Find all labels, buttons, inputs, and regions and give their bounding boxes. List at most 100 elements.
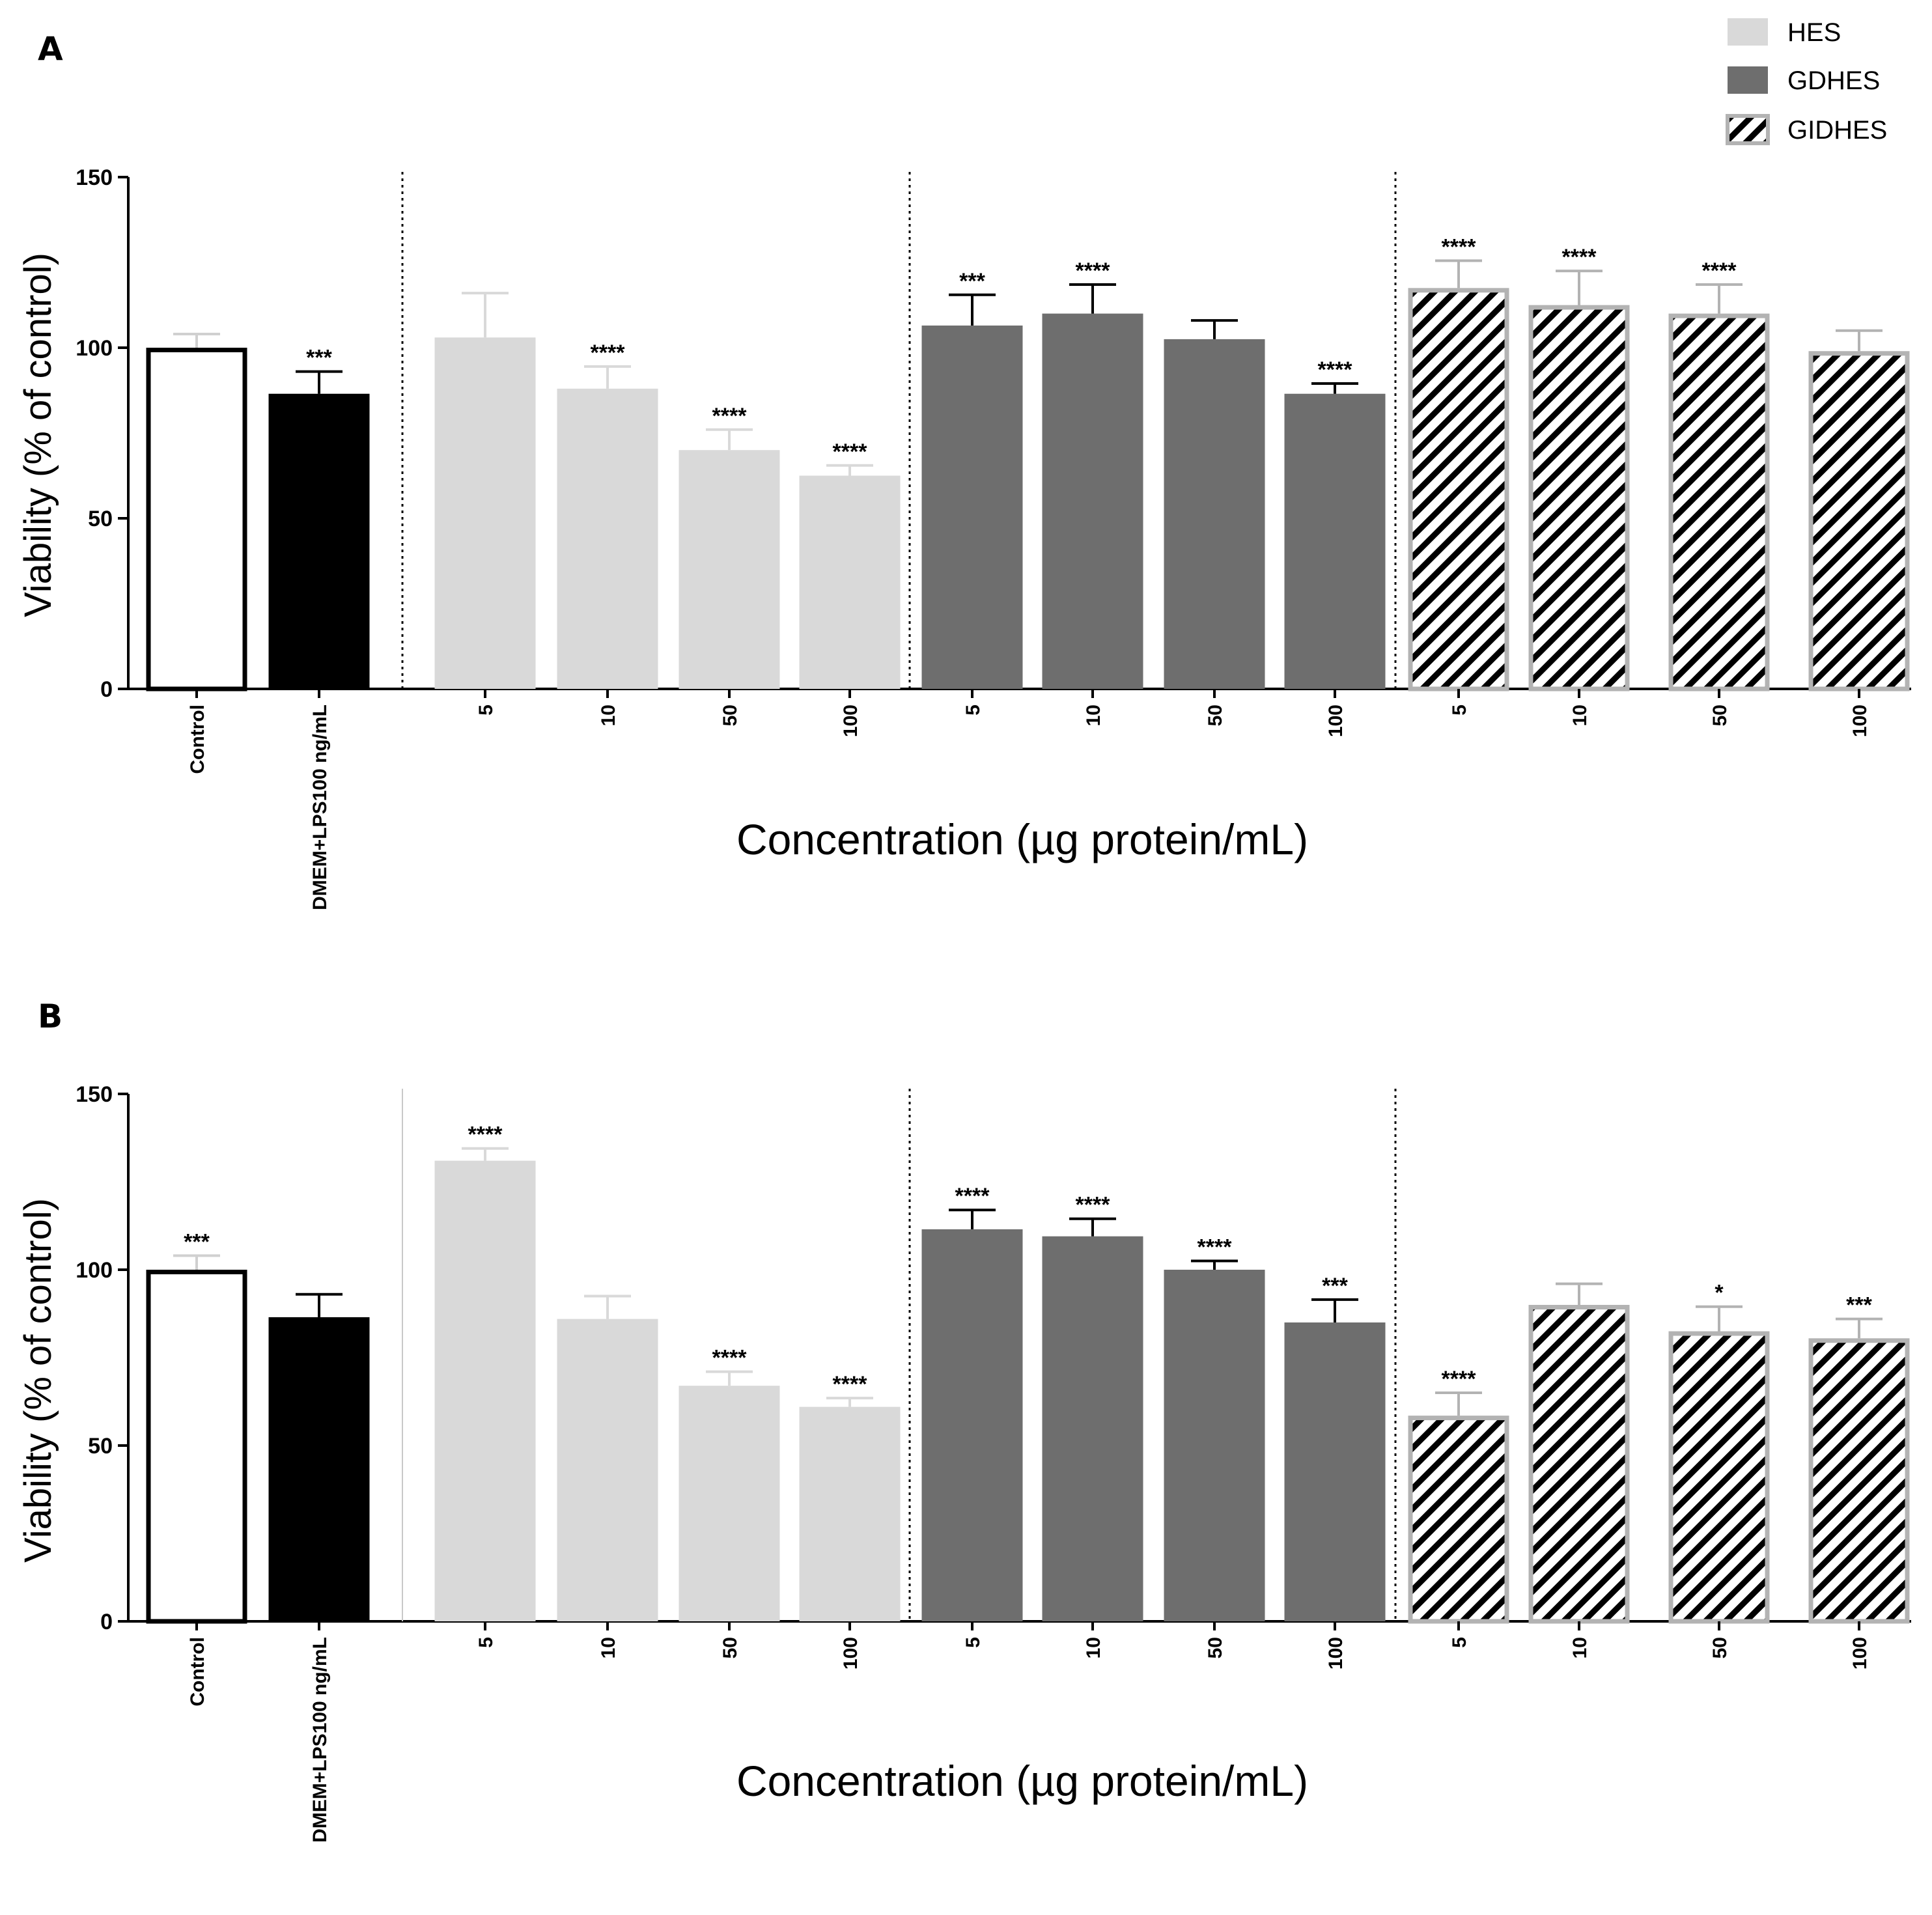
panel-a-x-tick-label: 100	[840, 705, 861, 737]
panel-b-significance-label: ****	[833, 1372, 868, 1397]
panel-a-bar-gidhes-5	[1408, 288, 1509, 692]
panel-b-ticks: Control DMEM+LPS100 ng/mL 5 10 50 100 5 10 50 100…	[187, 1621, 1871, 1843]
panel-b-x-tick-label: 100	[1849, 1637, 1871, 1670]
panel-a-significance-label: ****	[1562, 245, 1597, 270]
panel-b-x-tick-label: DMEM+LPS100 ng/mL	[309, 1637, 331, 1843]
panel-b-y-tick-label: 50	[88, 1434, 113, 1459]
panel-b-bar-gdhes-5	[921, 1229, 1023, 1621]
panel-a-y-tick-label: 150	[76, 165, 113, 190]
panel-b-bar-gidhes-5	[1408, 1416, 1509, 1624]
panel-b-x-tick-label: 100	[1325, 1637, 1347, 1670]
panel-b-bar-gdhes-10	[1042, 1236, 1143, 1621]
panel-b-significance-label: ****	[1442, 1367, 1477, 1391]
panel-a-bar-hes-100	[799, 475, 901, 689]
panel-b-significance-label: *	[1715, 1281, 1724, 1306]
panel-a-bars: *** *************** ************ ********	[146, 234, 1910, 692]
legend-swatch-gdhes	[1728, 66, 1768, 94]
panel-a-significance-label: ****	[1442, 234, 1477, 259]
panel-a-bar-gdhes-50	[1164, 339, 1265, 689]
panel-b-x-tick-label: 50	[1709, 1637, 1731, 1658]
panel-b-bars: ******************* **************** ***	[146, 1123, 1910, 1624]
panel-b-separators	[402, 1089, 1397, 1621]
panel-a-significance-label: ***	[306, 346, 332, 370]
panel-a-significance-label: ****	[591, 341, 626, 365]
panel-b-significance-label: ***	[1322, 1274, 1348, 1298]
panel-b-bar-gdhes-100	[1284, 1322, 1386, 1621]
panel-b-x-tick-label: 10	[1569, 1637, 1591, 1658]
panel-b: B Viability (% of control) Concentration…	[17, 998, 1911, 1843]
panel-b-y-tick-label: 100	[76, 1258, 113, 1283]
panel-a-y-tick-label: 100	[76, 336, 113, 361]
legend-label-gidhes: GIDHES	[1787, 116, 1887, 145]
panel-b-significance-label: ****	[955, 1184, 990, 1209]
panel-a-bar-hes-50	[679, 450, 780, 689]
panel-b-significance-label: ****	[468, 1123, 503, 1147]
panel-a-bar-control-control	[146, 348, 247, 692]
panel-b-significance-label: ****	[1076, 1193, 1111, 1218]
panel-a-bar-gidhes-100	[1808, 351, 1910, 692]
panel-a-x-tick-label: 100	[1325, 705, 1347, 737]
panel-a-x-tick-label: 10	[598, 705, 619, 726]
panel-a-significance-label: ****	[1702, 259, 1737, 283]
panel-b-x-tick-label: Control	[187, 1637, 208, 1707]
panel-b-x-tick-label: 10	[598, 1637, 619, 1658]
panel-a-x-tick-label: 100	[1849, 705, 1871, 737]
panel-a-x-tick-label: 50	[1205, 705, 1226, 726]
panel-b-y-axis-title: Viability (% of control)	[17, 1198, 59, 1563]
panel-a-label: A	[38, 30, 63, 68]
legend-label-hes: HES	[1787, 18, 1841, 47]
panel-b-x-tick-label: 100	[840, 1637, 861, 1670]
legend-label-gdhes: GDHES	[1787, 66, 1880, 95]
panel-b-x-tick-label: 10	[1083, 1637, 1104, 1658]
panel-a-significance-label: ****	[1318, 357, 1353, 382]
legend-swatch-gidhes	[1726, 114, 1770, 145]
panel-a-bar-gdhes-100	[1284, 393, 1386, 689]
panel-a-y-tick-label: 50	[88, 507, 113, 531]
panel-b-label: B	[38, 998, 63, 1035]
panel-b-bar-gidhes-100	[1808, 1338, 1910, 1624]
panel-a: A Viability (% of control) Concentration…	[17, 30, 1911, 910]
panel-b-bar-gidhes-50	[1668, 1331, 1770, 1624]
legend-swatch-hes	[1728, 18, 1768, 46]
panel-a-x-tick-label: 5	[962, 705, 984, 716]
panel-a-bar-gidhes-50	[1668, 313, 1770, 692]
panel-a-x-tick-label: 50	[720, 705, 741, 726]
panel-b-significance-label: ***	[184, 1229, 210, 1254]
panel-b-bar-gidhes-10	[1528, 1305, 1630, 1624]
panel-a-x-tick-label: 5	[1449, 705, 1470, 716]
panel-a-separators	[401, 172, 1397, 689]
panel-a-x-tick-label: 50	[1709, 705, 1731, 726]
panel-a-ticks: Control DMEM+LPS100 ng/mL 5 10 50 100 5 10 50 100…	[187, 689, 1871, 910]
panel-b-bar-control-control	[146, 1270, 247, 1624]
panel-b-x-tick-label: 50	[720, 1637, 741, 1658]
panel-a-bar-hes-10	[557, 388, 658, 689]
panel-a-significance-label: ****	[712, 404, 748, 428]
panel-a-y-axis-title: Viability (% of control)	[17, 253, 59, 617]
panel-a-bar-lps-dmem-lps100-ng-ml	[268, 393, 370, 689]
panel-a-significance-label: ***	[959, 269, 985, 294]
panel-b-bar-hes-5	[434, 1160, 536, 1621]
panel-b-bar-lps-dmem-lps100-ng-ml	[268, 1317, 370, 1621]
panel-a-x-tick-label: Control	[187, 705, 208, 774]
panel-b-significance-label: ****	[1197, 1235, 1233, 1260]
panel-a-bar-hes-5	[434, 337, 536, 689]
panel-a-bar-gdhes-10	[1042, 313, 1143, 690]
panel-b-x-axis-title: Concentration (µg protein/mL)	[736, 1757, 1308, 1805]
panel-a-x-tick-label: 10	[1569, 705, 1591, 726]
panel-a-x-axis-title: Concentration (µg protein/mL)	[736, 815, 1308, 863]
panel-b-x-tick-label: 50	[1205, 1637, 1226, 1658]
panel-a-significance-label: ****	[833, 440, 868, 464]
panel-b-significance-label: ****	[712, 1346, 748, 1371]
panel-a-bar-gdhes-5	[921, 325, 1023, 689]
panel-b-bar-gdhes-50	[1164, 1270, 1265, 1621]
panel-a-x-tick-label: 10	[1083, 705, 1104, 726]
panel-a-y-tick-label: 0	[100, 677, 113, 702]
panel-a-bar-gidhes-10	[1528, 305, 1630, 692]
panel-b-x-tick-label: 5	[1449, 1637, 1470, 1648]
panel-b-y-tick-label: 0	[100, 1610, 113, 1634]
panel-b-x-tick-label: 5	[962, 1637, 984, 1648]
panel-b-significance-label: ***	[1846, 1293, 1872, 1318]
panel-b-x-tick-label: 5	[475, 1637, 497, 1648]
panel-b-bar-hes-10	[557, 1319, 658, 1621]
